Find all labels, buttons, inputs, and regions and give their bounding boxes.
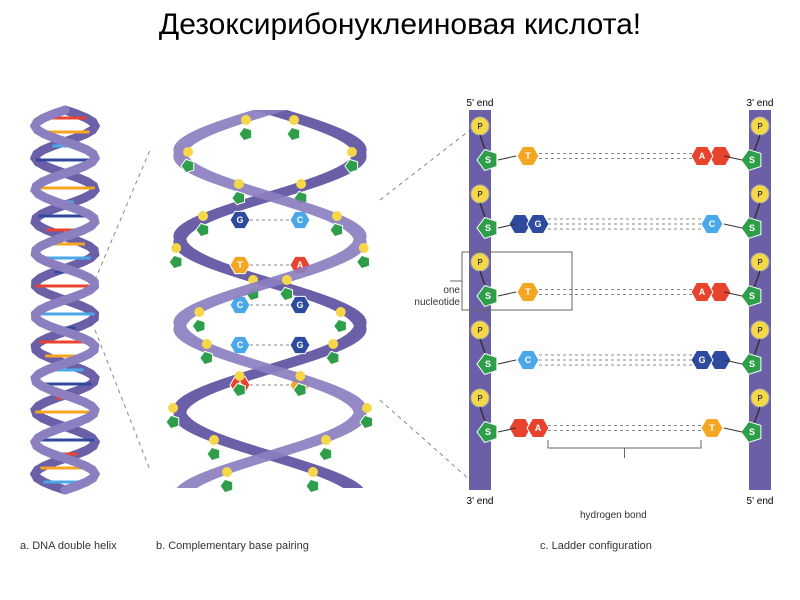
- caption-c: c. Ladder configuration: [540, 540, 652, 552]
- svg-text:T: T: [525, 151, 531, 161]
- svg-text:C: C: [709, 219, 716, 229]
- svg-text:S: S: [749, 223, 755, 233]
- svg-text:A: A: [699, 287, 706, 297]
- svg-text:P: P: [477, 394, 482, 403]
- svg-text:5' end: 5' end: [467, 98, 494, 109]
- svg-text:S: S: [749, 291, 755, 301]
- hydrogen-bond-label: hydrogen bond: [580, 510, 647, 521]
- svg-text:P: P: [477, 190, 482, 199]
- svg-text:P: P: [757, 258, 762, 267]
- svg-text:C: C: [237, 300, 244, 310]
- svg-text:T: T: [525, 287, 531, 297]
- page-title: Дезоксирибонуклеиновая кислота!: [0, 8, 800, 42]
- panel-c-ladder: 5' end 3' end 3' end 5' end P S P S T A P S P S G C P S P S…: [450, 90, 790, 510]
- caption-b: b. Complementary base pairing: [156, 540, 309, 552]
- svg-text:C: C: [297, 215, 304, 225]
- svg-text:S: S: [485, 359, 491, 369]
- svg-text:S: S: [485, 291, 491, 301]
- svg-text:C: C: [525, 355, 532, 365]
- svg-text:P: P: [477, 326, 482, 335]
- svg-text:3' end: 3' end: [747, 98, 774, 109]
- svg-text:A: A: [535, 423, 542, 433]
- svg-text:5' end: 5' end: [747, 496, 774, 507]
- svg-text:G: G: [236, 215, 243, 225]
- svg-text:G: G: [296, 300, 303, 310]
- caption-a: a. DNA double helix: [20, 540, 117, 552]
- svg-text:S: S: [485, 427, 491, 437]
- svg-text:S: S: [485, 155, 491, 165]
- svg-text:T: T: [237, 260, 243, 270]
- one-nucleotide-label: one nucleotide: [410, 285, 460, 309]
- svg-text:G: G: [534, 219, 541, 229]
- svg-text:S: S: [749, 427, 755, 437]
- svg-text:G: G: [698, 355, 705, 365]
- svg-text:P: P: [477, 258, 482, 267]
- panel-b-helix: GCTACGCGAT: [140, 90, 400, 510]
- svg-text:S: S: [749, 359, 755, 369]
- svg-text:G: G: [296, 340, 303, 350]
- panel-a-helix: [20, 90, 110, 510]
- svg-text:P: P: [757, 394, 762, 403]
- svg-text:P: P: [757, 190, 762, 199]
- svg-text:A: A: [699, 151, 706, 161]
- svg-text:P: P: [477, 122, 482, 131]
- svg-text:3' end: 3' end: [467, 496, 494, 507]
- svg-text:C: C: [237, 340, 244, 350]
- svg-text:T: T: [709, 423, 715, 433]
- svg-text:S: S: [749, 155, 755, 165]
- svg-text:S: S: [485, 223, 491, 233]
- svg-text:P: P: [757, 326, 762, 335]
- svg-text:P: P: [757, 122, 762, 131]
